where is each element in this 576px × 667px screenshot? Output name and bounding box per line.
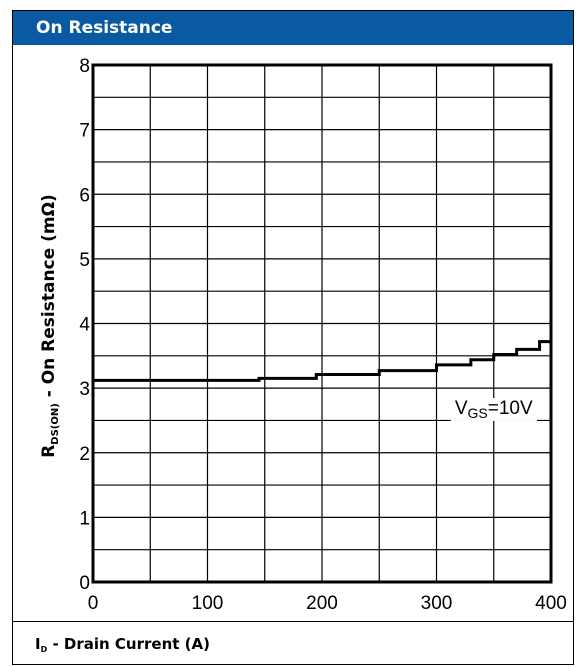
footer-divider	[13, 621, 573, 622]
x-axis-label-sub: D	[40, 645, 48, 654]
y-axis-label-rest: - On Resistance (mΩ)	[39, 194, 59, 403]
x-axis-label: ID - Drain Current (A)	[35, 635, 210, 654]
y-tick-label: 8	[79, 56, 90, 77]
annotation-sub: GS	[468, 405, 488, 421]
x-tick-label: 100	[192, 593, 224, 614]
y-tick-label: 3	[79, 379, 90, 400]
grid-lines	[93, 65, 551, 582]
x-axis-label-rest: - Drain Current (A)	[47, 635, 210, 653]
x-tick-label: 400	[535, 593, 567, 614]
annotation-rest: =10V	[488, 398, 533, 419]
y-tick-label: 5	[79, 250, 90, 271]
series-line	[93, 335, 553, 382]
y-tick-label: 2	[79, 444, 90, 465]
x-axis-label-main: I	[35, 635, 41, 653]
y-tick-label: 6	[79, 185, 90, 206]
y-tick-label: 4	[79, 315, 90, 336]
annotation-vgs: VGS=10V	[455, 398, 533, 421]
x-tick-label: 200	[306, 593, 338, 614]
x-tick-label: 300	[421, 593, 453, 614]
x-tick-label: 0	[88, 593, 99, 614]
tick-labels: 0 100 200 300 400 0 1 2 3 4 5 6 7 8	[79, 56, 566, 614]
y-axis-label-main: R	[39, 445, 59, 458]
plot-border	[91, 63, 553, 584]
y-axis-label-sub: DS(ON)	[50, 403, 61, 445]
chart-frame: On Resistance ID - Drain Current (A)	[12, 10, 574, 665]
y-tick-label: 0	[79, 573, 90, 594]
y-tick-label: 7	[79, 121, 90, 142]
y-axis-label: RDS(ON) - On Resistance (mΩ)	[39, 194, 61, 458]
chart-header: On Resistance	[13, 11, 573, 45]
annotation-background	[450, 397, 537, 421]
annotation-main: V	[455, 398, 468, 419]
y-tick-label: 1	[79, 508, 90, 529]
